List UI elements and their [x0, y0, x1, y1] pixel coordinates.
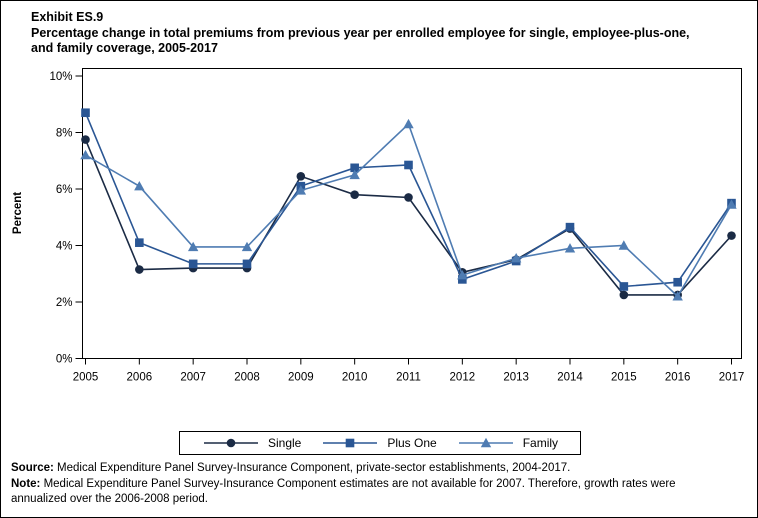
- figure-title-line1: Percentage change in total premiums from…: [31, 25, 690, 40]
- y-tick-label: 6%: [56, 184, 73, 196]
- data-point-single-2009: [296, 171, 306, 181]
- data-point-family-2011: [403, 118, 414, 129]
- legend-row: Single Plus One Family: [1, 431, 757, 455]
- data-point-family-2008: [241, 241, 253, 252]
- x-tick-label: 2015: [611, 372, 637, 384]
- figure-footnotes: Source: Medical Expenditure Panel Survey…: [11, 461, 729, 508]
- x-tick-label: 2008: [234, 372, 260, 384]
- legend-item-single: Single: [202, 436, 301, 450]
- chart-legend: Single Plus One Family: [178, 431, 582, 455]
- legend-marker-triangle-icon: [458, 437, 513, 448]
- legend-marker-circle-icon: [203, 438, 258, 448]
- series-line-family: [85, 122, 733, 298]
- data-point-single-2015: [619, 290, 629, 300]
- data-point-plus-one-2011: [404, 160, 413, 170]
- data-point-plus-one-2015: [619, 282, 629, 291]
- legend-glyph-plus-one: [346, 438, 355, 448]
- data-point-family-2006: [134, 180, 145, 191]
- x-tick-label: 2011: [396, 372, 421, 384]
- premium-change-line-chart: 0% 2% 4% 6% 8% 10% Percent 2005 2006 2007 2008 2009…: [12, 68, 745, 384]
- legend-item-family: Family: [457, 436, 558, 450]
- y-tick-label: 10%: [49, 71, 72, 83]
- data-point-plus-one-2014: [565, 222, 575, 232]
- data-point-plus-one-2016: [673, 277, 682, 287]
- data-point-single-2006: [135, 265, 144, 274]
- x-tick-label: 2016: [665, 372, 691, 384]
- data-point-plus-one-2008: [242, 259, 252, 269]
- data-point-plus-one-2010: [350, 163, 359, 173]
- data-point-family-2014: [564, 243, 576, 253]
- data-point-single-2005: [81, 135, 90, 144]
- x-tick-label: 2013: [503, 372, 529, 384]
- figure-header: Exhibit ES.9 Percentage change in total …: [31, 10, 690, 57]
- data-point-family-2016: [672, 291, 683, 301]
- y-tick-label: 2%: [56, 297, 73, 309]
- data-point-family-2010: [349, 169, 360, 180]
- series-family: [80, 118, 737, 301]
- data-point-single-2017: [727, 231, 736, 240]
- plot-frame: [82, 68, 742, 359]
- figure-title-line2: and family coverage, 2005-2017: [31, 41, 218, 55]
- x-tick-label: 2005: [73, 372, 99, 384]
- data-point-family-2005: [80, 149, 91, 160]
- data-point-plus-one-2012: [458, 275, 467, 284]
- series-single: [81, 135, 736, 300]
- x-tick-label: 2012: [450, 372, 476, 384]
- data-point-plus-one-2005: [81, 108, 90, 118]
- source-text: Medical Expenditure Panel Survey-Insuran…: [53, 462, 571, 474]
- legend-label-single: Single: [267, 436, 302, 450]
- exhibit-number: Exhibit ES.9: [31, 10, 104, 24]
- y-tick-label: 4%: [56, 241, 73, 253]
- x-tick-label: 2017: [719, 372, 745, 384]
- data-point-family-2015: [618, 240, 630, 250]
- data-point-family-2007: [187, 241, 199, 252]
- x-tick-label: 2007: [180, 372, 206, 384]
- data-point-family-2017: [726, 199, 737, 209]
- data-point-family-2012: [457, 269, 468, 280]
- legend-marker-square-icon: [323, 438, 378, 448]
- x-tick-label: 2009: [288, 372, 314, 384]
- method-note: Note: Medical Expenditure Panel Survey-I…: [11, 477, 729, 507]
- note-label: Note:: [11, 478, 41, 490]
- legend-glyph-single: [226, 438, 236, 448]
- source-label: Source:: [11, 462, 54, 474]
- y-tick-label: 0%: [56, 354, 73, 366]
- data-point-single-2010: [350, 190, 359, 199]
- data-point-family-2013: [510, 253, 522, 263]
- y-tick-label: 8%: [56, 128, 73, 140]
- source-note: Source: Medical Expenditure Panel Survey…: [11, 461, 729, 476]
- x-tick-label: 2014: [557, 372, 583, 384]
- legend-glyph-family: [480, 437, 491, 448]
- data-point-plus-one-2006: [135, 238, 144, 247]
- x-tick-label: 2006: [127, 372, 153, 384]
- x-tick-label: 2010: [342, 372, 368, 384]
- data-point-single-2011: [404, 193, 413, 202]
- data-point-family-2009: [295, 185, 307, 195]
- legend-item-plus-one: Plus One: [321, 436, 437, 450]
- legend-label-plus-one: Plus One: [387, 436, 437, 450]
- note-text: Medical Expenditure Panel Survey-Insuran…: [11, 478, 676, 505]
- y-axis-title: Percent: [12, 192, 24, 234]
- data-point-plus-one-2007: [188, 259, 198, 269]
- legend-label-family: Family: [522, 436, 559, 450]
